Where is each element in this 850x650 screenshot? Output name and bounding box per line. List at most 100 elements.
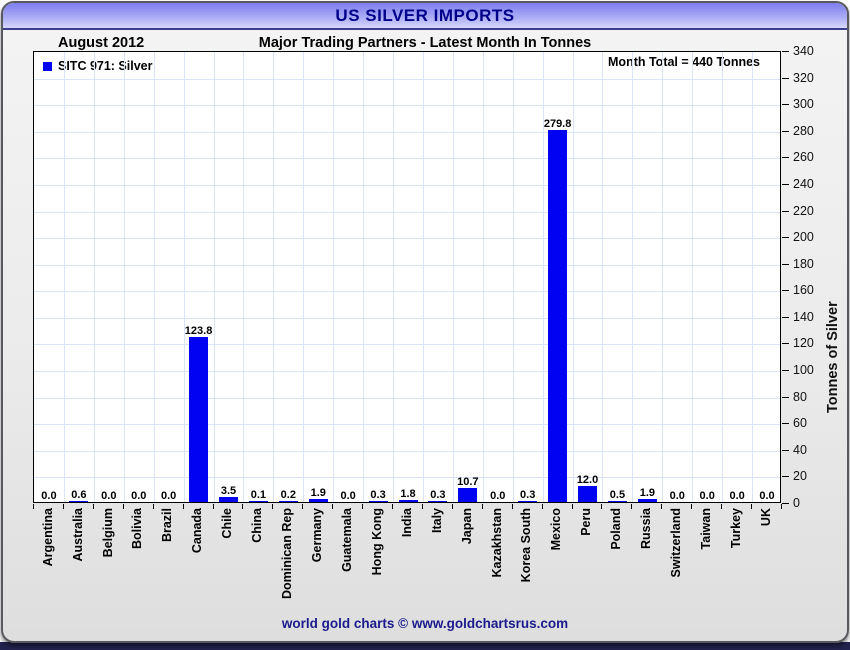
bar bbox=[309, 499, 328, 502]
y-tick-label: 80 bbox=[793, 390, 807, 404]
x-tick-label: Guatemala bbox=[341, 508, 354, 572]
x-axis-tick bbox=[512, 504, 513, 509]
x-axis-tick bbox=[183, 504, 184, 509]
x-label-slot: Belgium bbox=[93, 508, 123, 630]
x-label-slot: Chile bbox=[213, 508, 243, 630]
bar bbox=[548, 130, 567, 502]
y-axis-tick bbox=[782, 104, 789, 105]
gridline-horizontal bbox=[34, 132, 780, 133]
gridline-vertical bbox=[94, 52, 95, 502]
x-axis-tick bbox=[691, 504, 692, 509]
bar bbox=[518, 501, 537, 502]
x-axis-tick bbox=[572, 504, 573, 509]
bar-value-label: 0.5 bbox=[610, 489, 625, 501]
x-label-slot: India bbox=[392, 508, 422, 630]
y-axis-title: Tonnes of Silver bbox=[825, 153, 841, 413]
x-label-slot: Brazil bbox=[153, 508, 183, 630]
bar-value-label: 0.0 bbox=[490, 490, 505, 502]
y-tick-label: 180 bbox=[793, 257, 814, 271]
chart-window: US SILVER IMPORTS August 2012 Major Trad… bbox=[0, 0, 850, 650]
bar-value-label: 0.6 bbox=[71, 489, 86, 501]
gridline-horizontal bbox=[34, 291, 780, 292]
bar bbox=[458, 488, 477, 502]
gridline-vertical bbox=[423, 52, 424, 502]
bar-value-label: 0.3 bbox=[520, 489, 535, 501]
y-axis-tick bbox=[782, 450, 789, 451]
y-tick-label: 0 bbox=[793, 496, 800, 510]
bar bbox=[638, 499, 657, 502]
x-tick-label: Hong Kong bbox=[371, 508, 384, 575]
x-axis-tick bbox=[362, 504, 363, 509]
y-axis-tick bbox=[782, 51, 789, 52]
gridline-vertical bbox=[513, 52, 514, 502]
bar-value-label: 10.7 bbox=[457, 476, 478, 488]
x-axis-tick bbox=[302, 504, 303, 509]
gridline-horizontal bbox=[34, 398, 780, 399]
x-tick-label: UK bbox=[760, 508, 773, 526]
month-total-annotation: Month Total = 440 Tonnes bbox=[608, 55, 760, 69]
x-axis-tick bbox=[123, 504, 124, 509]
y-axis-tick bbox=[782, 503, 789, 504]
gridline-horizontal bbox=[34, 265, 780, 266]
x-axis-tick bbox=[272, 504, 273, 509]
bar-value-label: 0.0 bbox=[161, 490, 176, 502]
gridline-horizontal bbox=[34, 371, 780, 372]
x-label-slot: Korea South bbox=[512, 508, 542, 630]
gridline-horizontal bbox=[34, 344, 780, 345]
x-label-slot: Japan bbox=[452, 508, 482, 630]
bar bbox=[219, 497, 238, 502]
x-tick-label: Dominican Rep bbox=[281, 508, 294, 599]
gridline-vertical bbox=[483, 52, 484, 502]
bar-value-label: 0.0 bbox=[341, 490, 356, 502]
x-axis-tick bbox=[661, 504, 662, 509]
x-tick-label: Korea South bbox=[520, 508, 533, 582]
gridline-horizontal bbox=[34, 158, 780, 159]
bar-value-label: 279.8 bbox=[544, 118, 572, 130]
bar bbox=[189, 337, 208, 502]
x-tick-label: Argentina bbox=[42, 508, 55, 566]
x-tick-label: Germany bbox=[311, 508, 324, 562]
bar bbox=[578, 486, 597, 502]
y-tick-label: 240 bbox=[793, 177, 814, 191]
gridline-vertical bbox=[393, 52, 394, 502]
bar bbox=[279, 501, 298, 502]
chart-frame: US SILVER IMPORTS August 2012 Major Trad… bbox=[1, 1, 849, 643]
x-label-slot: Taiwan bbox=[691, 508, 721, 630]
x-axis-tick bbox=[452, 504, 453, 509]
gridline-vertical bbox=[602, 52, 603, 502]
y-axis-tick bbox=[782, 397, 789, 398]
bar-value-label: 0.0 bbox=[729, 490, 744, 502]
bar-value-label: 0.0 bbox=[131, 490, 146, 502]
x-label-slot: Mexico bbox=[542, 508, 572, 630]
y-axis-tick bbox=[782, 237, 789, 238]
y-axis-tick bbox=[782, 131, 789, 132]
y-axis-tick bbox=[782, 264, 789, 265]
x-tick-label: Japan bbox=[461, 508, 474, 544]
y-axis-tick bbox=[782, 343, 789, 344]
x-axis-tick bbox=[332, 504, 333, 509]
gridline-horizontal bbox=[34, 212, 780, 213]
x-tick-label: Turkey bbox=[730, 508, 743, 548]
x-label-slot: Peru bbox=[572, 508, 602, 630]
bottom-strip bbox=[0, 642, 850, 650]
x-axis-tick bbox=[93, 504, 94, 509]
page-title: US SILVER IMPORTS bbox=[335, 6, 514, 26]
x-tick-label: Belgium bbox=[102, 508, 115, 557]
legend: SITC 971: Silver bbox=[43, 59, 153, 73]
y-axis-tick bbox=[782, 211, 789, 212]
bar bbox=[369, 501, 388, 502]
bar-value-label: 1.8 bbox=[400, 488, 415, 500]
footer-credit: world gold charts © www.goldchartsrus.co… bbox=[3, 616, 847, 631]
x-label-slot: Guatemala bbox=[332, 508, 362, 630]
x-tick-label: Mexico bbox=[550, 508, 563, 550]
gridline-vertical bbox=[184, 52, 185, 502]
bar-value-label: 0.3 bbox=[370, 489, 385, 501]
gridline-horizontal bbox=[34, 318, 780, 319]
x-label-slot: Italy bbox=[422, 508, 452, 630]
gridline-vertical bbox=[214, 52, 215, 502]
y-axis-tick bbox=[782, 184, 789, 185]
x-axis-tick bbox=[542, 504, 543, 509]
x-tick-label: Chile bbox=[221, 508, 234, 539]
x-axis-tick bbox=[213, 504, 214, 509]
gridline-vertical bbox=[573, 52, 574, 502]
